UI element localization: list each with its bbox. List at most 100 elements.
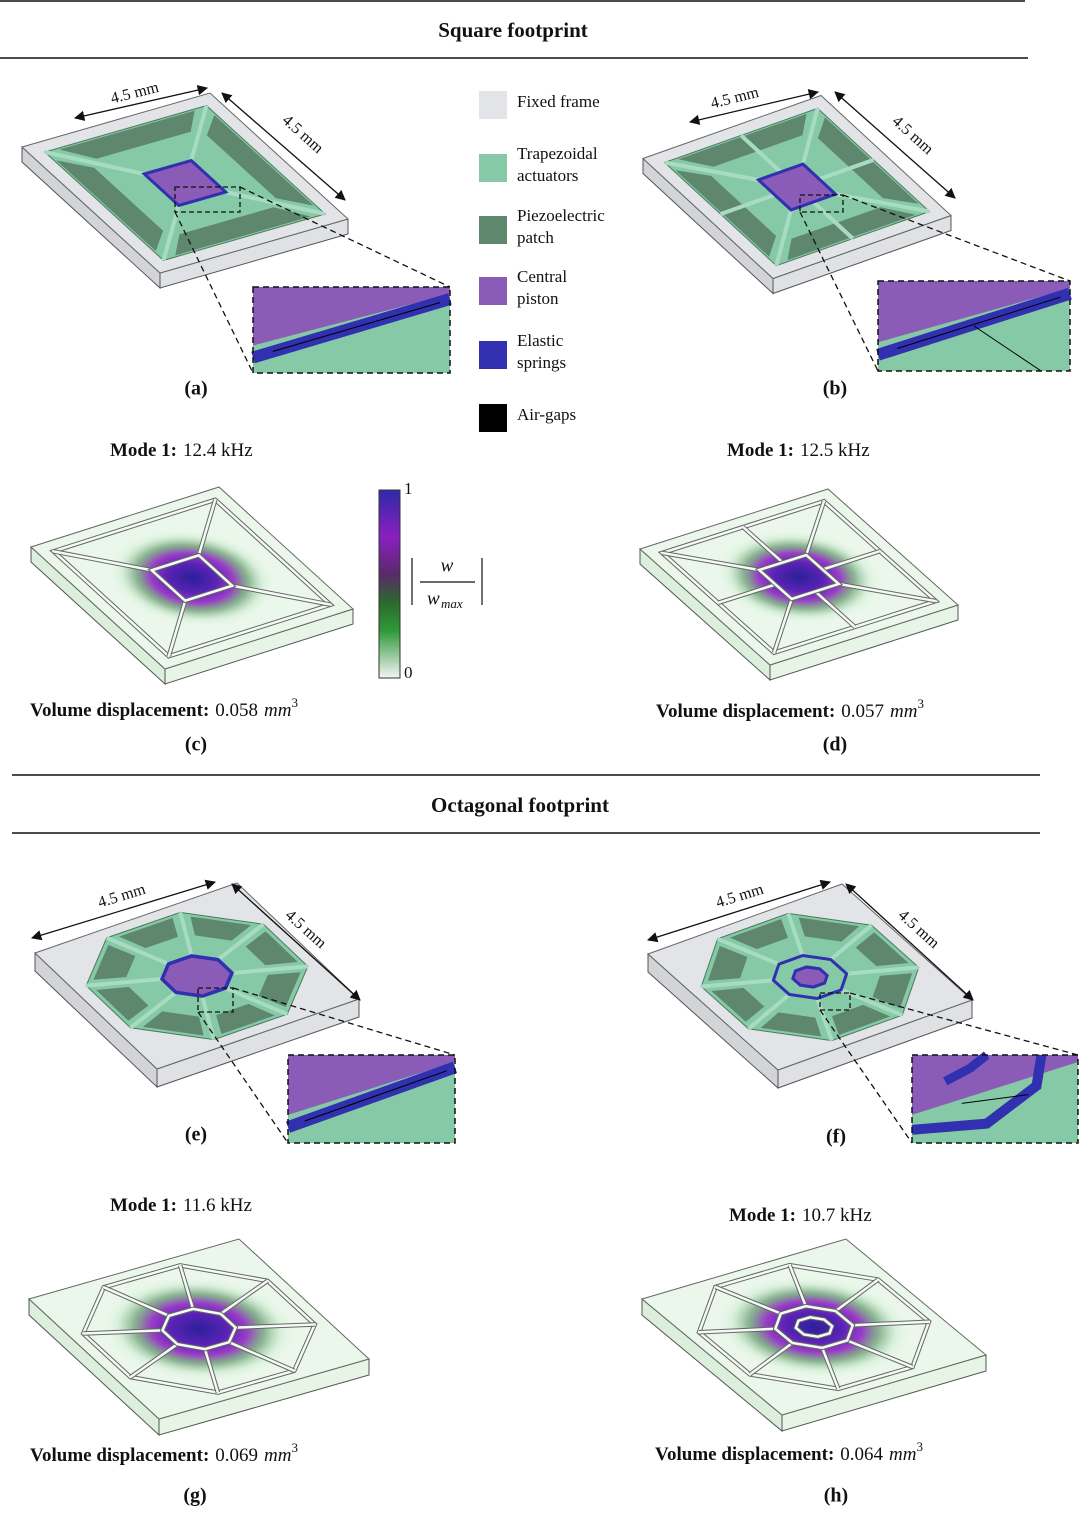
panel-label: (d) — [823, 734, 847, 756]
beam — [734, 599, 831, 653]
beam — [662, 535, 759, 589]
displacement-field — [108, 529, 276, 627]
volume-unit: mm — [889, 1444, 916, 1465]
section-title: Octagonal footprint — [431, 793, 609, 817]
volume-unit: mm — [264, 700, 291, 721]
legend-label: Air-gaps — [517, 405, 576, 424]
legend-swatch — [479, 277, 507, 305]
mode-label: Mode 1: — [110, 1195, 177, 1216]
beam — [847, 1333, 912, 1374]
beam — [86, 965, 162, 1000]
legend-label: patch — [517, 228, 554, 247]
inset-gap — [897, 296, 1061, 349]
zoom-leader — [232, 987, 456, 1056]
mode-label: Mode 1: — [729, 1205, 796, 1226]
frequency: 12.4 kHz — [183, 440, 253, 461]
inset-piston — [288, 1055, 455, 1115]
zoom-region — [174, 186, 241, 213]
displacement-field — [717, 1276, 911, 1378]
piezo-patch — [760, 1012, 822, 1037]
piezo-patch — [787, 207, 916, 261]
section-title: Square footprint — [438, 18, 588, 42]
volume-caption: Volume displacement: 0.058 mm3 — [30, 695, 298, 721]
beam — [54, 533, 152, 589]
beam — [128, 601, 226, 657]
zoom-inset — [911, 1051, 1079, 1144]
beam — [115, 992, 191, 1027]
inset-piston — [253, 287, 450, 346]
inset-border — [877, 280, 1071, 372]
legend-label: Fixed frame — [517, 92, 600, 111]
dimension-label: 4.5 mm — [714, 881, 766, 912]
dimension-arrow — [73, 85, 209, 121]
piezo-patch — [142, 1011, 204, 1036]
beam — [701, 966, 773, 1000]
beam — [665, 143, 759, 199]
legend-swatch — [479, 404, 507, 432]
panel-label: (f) — [826, 1126, 846, 1148]
zoom-inset — [285, 1054, 458, 1144]
beam — [733, 994, 805, 1028]
mode-label: Mode 1: — [727, 440, 794, 461]
piston — [152, 950, 242, 1002]
spring-ring — [762, 950, 858, 1005]
zoom-leader — [819, 1009, 913, 1144]
colorbar — [378, 489, 401, 679]
inset-gap — [973, 325, 1042, 372]
actuator-outline — [50, 1250, 348, 1408]
volume-label: Volume displacement: — [655, 1444, 834, 1465]
inset-border — [287, 1054, 456, 1144]
plate-top — [31, 487, 353, 669]
volume-exponent: 3 — [291, 695, 298, 710]
spring-outline — [763, 1301, 865, 1353]
piston — [788, 964, 833, 990]
piezo-patch — [711, 987, 765, 1022]
inset-gap — [272, 302, 441, 352]
dimension-arrow — [221, 92, 346, 201]
inset-piston — [878, 281, 1070, 343]
mode-caption: Mode 1: 10.7 kHz — [729, 1205, 872, 1226]
piezo-patch — [56, 160, 164, 252]
beam — [733, 1343, 809, 1374]
beam — [839, 566, 936, 620]
dimension-arrow — [834, 91, 956, 199]
volume-unit: mm — [264, 1445, 291, 1466]
legend-swatch — [479, 341, 507, 369]
beam — [853, 1308, 929, 1339]
zoom-region — [799, 194, 844, 213]
colorbar-max: 1 — [404, 479, 413, 498]
legend-swatch — [479, 91, 507, 119]
legend-label: Central — [517, 267, 567, 286]
inset-spring — [943, 1051, 990, 1086]
volume-exponent: 3 — [916, 1439, 923, 1454]
dimension-arrow — [688, 89, 820, 125]
legend-label: springs — [517, 353, 566, 372]
beam — [114, 1344, 193, 1377]
dimension-label: 4.5 mm — [109, 79, 161, 107]
displacement-field — [102, 1276, 296, 1382]
beam — [154, 1265, 219, 1308]
piezo-patch — [59, 110, 195, 159]
plate-top — [35, 883, 359, 1069]
beam — [104, 1280, 169, 1323]
beam — [823, 551, 880, 569]
volume-label: Volume displacement: — [30, 700, 209, 721]
volume-exponent: 3 — [291, 1440, 298, 1455]
dimension-arrow — [845, 883, 974, 1001]
beam — [767, 501, 864, 555]
numerator: w — [441, 555, 454, 576]
piezo-patch — [175, 207, 311, 256]
actuator-outline — [663, 1250, 965, 1404]
volume-caption: Volume displacement: 0.057 mm3 — [656, 696, 924, 722]
legend-swatch — [479, 154, 507, 182]
legend-label: piston — [517, 289, 559, 308]
inset-spring — [911, 1054, 1047, 1135]
beam — [179, 1349, 244, 1392]
piston-outline — [790, 1315, 838, 1339]
piezo-patch — [707, 945, 748, 981]
beam — [813, 202, 853, 239]
volume-value: 0.058 — [215, 700, 258, 721]
inset-gap — [304, 1070, 447, 1122]
dimension-arrow — [647, 879, 831, 943]
